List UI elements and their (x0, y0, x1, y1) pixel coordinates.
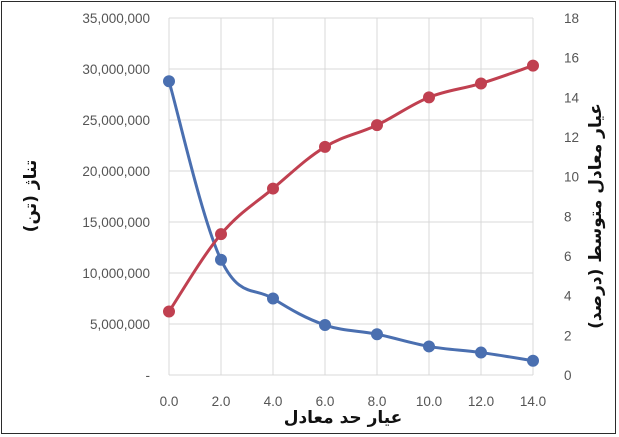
right-axis-tick-label: 14 (564, 90, 580, 105)
right-axis-tick-label: 16 (564, 51, 579, 66)
tonnage-point (527, 354, 539, 367)
tonnage-point (319, 319, 331, 332)
x-axis-tick-label: 14.0 (520, 394, 546, 409)
left-axis-tick-label: 35,000,000 (82, 11, 150, 26)
x-axis-tick-label: 8.0 (368, 394, 387, 409)
right-axis-tick-label: 6 (564, 249, 572, 264)
x-axis-tick-label: 6.0 (316, 394, 335, 409)
grade-point (371, 119, 383, 132)
grade-point (267, 182, 279, 195)
left-axis-tick-label: - (146, 368, 151, 383)
series-grade-line (167, 64, 535, 314)
right-axis-tick-label: 2 (564, 328, 572, 343)
x-axis-ticks: 0.0 2.0 4.0 6.0 8.0 10.0 12.0 14.0 (160, 394, 547, 409)
chart-grid (168, 17, 534, 376)
x-axis-tick-label: 12.0 (468, 394, 494, 409)
tonnage-point (475, 346, 487, 359)
grade-point (527, 59, 539, 72)
x-axis-tick-label: 0.0 (160, 394, 179, 409)
left-axis-tick-label: 5,000,000 (90, 317, 150, 332)
tonnage-point (423, 340, 435, 353)
left-axis-tick-label: 10,000,000 (82, 266, 150, 281)
left-axis-ticks: - 5,000,000 10,000,000 15,000,000 20,000,000… (82, 11, 150, 383)
right-axis-tick-label: 0 (564, 368, 572, 383)
tonnage-point (267, 292, 279, 305)
x-axis-tick-label: 2.0 (212, 394, 231, 409)
x-axis-tick-label: 4.0 (264, 394, 283, 409)
left-axis-title: تناژ (تن) (21, 160, 41, 233)
left-axis-tick-label: 25,000,000 (82, 113, 150, 128)
grade-point (423, 91, 435, 104)
right-axis-tick-label: 8 (564, 209, 572, 224)
tonnage-point (163, 75, 175, 88)
tonnage-point (371, 328, 383, 341)
right-axis-tick-label: 12 (564, 130, 579, 145)
tonnage-point (215, 253, 227, 266)
x-axis-tick-label: 10.0 (416, 394, 442, 409)
right-axis-ticks: 0 2 4 6 8 10 12 14 16 18 (564, 11, 580, 383)
grade-point (163, 305, 175, 318)
left-axis-tick-label: 20,000,000 (82, 164, 150, 179)
right-axis-title: عیار معادل متوسط (درصد) (586, 103, 606, 329)
grade-point (319, 140, 331, 153)
x-axis-title: عیار حد معادل (284, 408, 403, 428)
right-axis-tick-label: 18 (564, 11, 579, 26)
right-axis-tick-label: 4 (564, 289, 572, 304)
series-tonnage-line (167, 79, 535, 363)
right-axis-tick-label: 10 (564, 170, 579, 185)
left-axis-tick-label: 30,000,000 (82, 62, 150, 77)
series-layer (163, 59, 539, 367)
grade-point (215, 228, 227, 241)
grade-point (475, 77, 487, 90)
left-axis-tick-label: 15,000,000 (82, 215, 150, 230)
